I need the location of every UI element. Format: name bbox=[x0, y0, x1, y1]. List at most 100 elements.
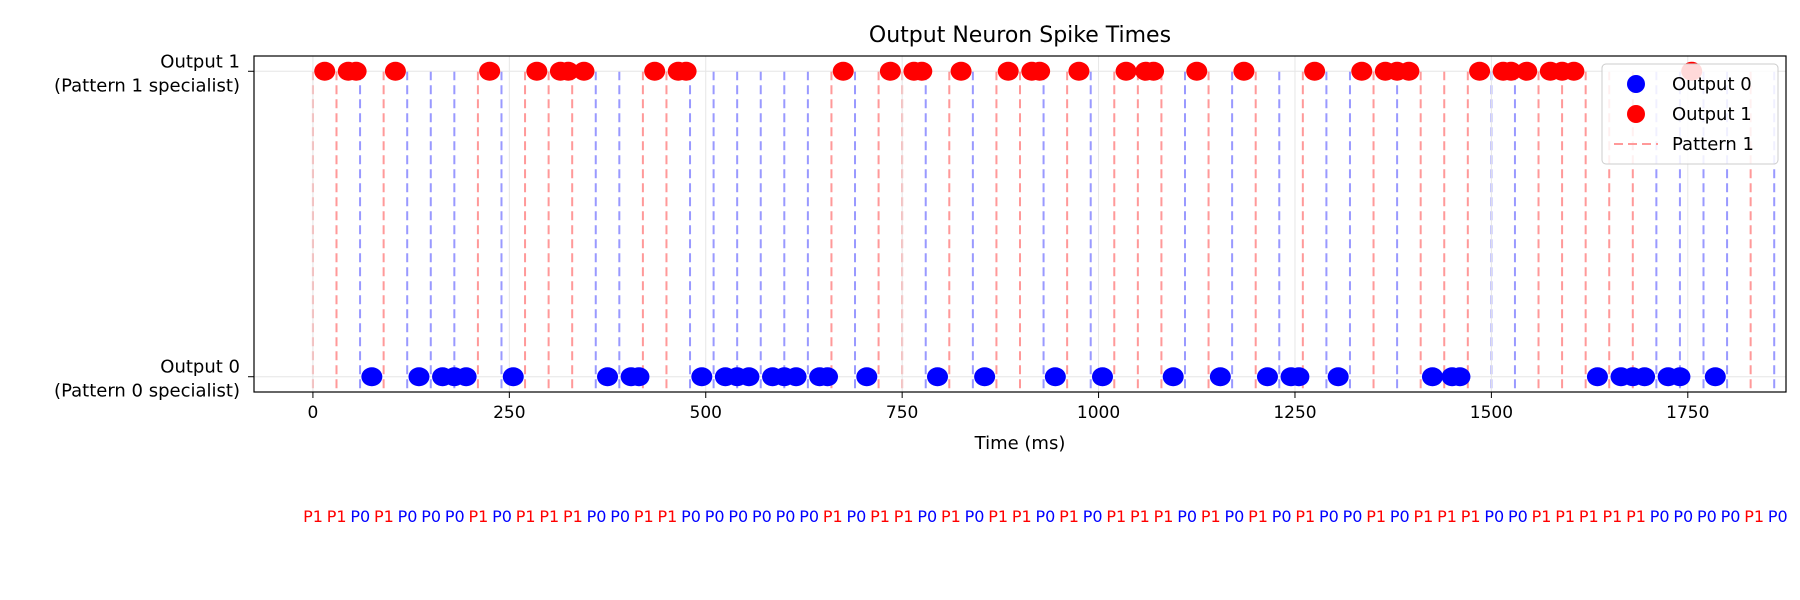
pattern-sequence-label: P1 bbox=[870, 507, 890, 526]
pattern-sequence-label: P0 bbox=[1650, 507, 1670, 526]
spike-point-output-0 bbox=[785, 367, 807, 387]
legend-marker-output-0 bbox=[1627, 75, 1645, 93]
pattern-sequence-label: P0 bbox=[1697, 507, 1717, 526]
spike-point-output-0 bbox=[628, 367, 650, 387]
pattern-sequence-label: P0 bbox=[350, 507, 370, 526]
pattern-sequence-label: P1 bbox=[1366, 507, 1386, 526]
spike-point-output-1 bbox=[644, 61, 666, 81]
spike-point-output-1 bbox=[832, 61, 854, 81]
pattern-sequence-label: P1 bbox=[539, 507, 559, 526]
pattern-sequence-label: P0 bbox=[1272, 507, 1292, 526]
x-tick-label: 1000 bbox=[1077, 403, 1120, 423]
spike-point-output-0 bbox=[691, 367, 713, 387]
x-tick-label: 1750 bbox=[1666, 403, 1709, 423]
pattern-sequence-label: P0 bbox=[728, 507, 748, 526]
pattern-sequence-label: P0 bbox=[1177, 507, 1197, 526]
pattern-sequence-label: P0 bbox=[398, 507, 418, 526]
x-tick-label: 250 bbox=[493, 403, 525, 423]
spike-point-output-0 bbox=[856, 367, 878, 387]
pattern-sequence-label: P0 bbox=[1390, 507, 1410, 526]
pattern-sequence-label: P0 bbox=[1083, 507, 1103, 526]
spike-point-output-0 bbox=[738, 367, 760, 387]
pattern-sequence-label: P1 bbox=[1295, 507, 1315, 526]
pattern-sequence-label: P0 bbox=[1224, 507, 1244, 526]
x-tick-label: 0 bbox=[308, 403, 319, 423]
pattern-sequence-label: P0 bbox=[752, 507, 772, 526]
spike-point-output-0 bbox=[597, 367, 619, 387]
spike-point-output-0 bbox=[1162, 367, 1184, 387]
pattern-sequence-label: P1 bbox=[1579, 507, 1599, 526]
spike-point-output-1 bbox=[526, 61, 548, 81]
spike-point-output-0 bbox=[408, 367, 430, 387]
spike-point-output-0 bbox=[1449, 367, 1471, 387]
spike-point-output-0 bbox=[1288, 367, 1310, 387]
spike-point-output-1 bbox=[345, 61, 367, 81]
pattern-sequence-label: P1 bbox=[1059, 507, 1079, 526]
pattern-sequence-label: P1 bbox=[563, 507, 583, 526]
pattern-sequence-label: P1 bbox=[1744, 507, 1764, 526]
spike-point-output-1 bbox=[1500, 61, 1522, 81]
pattern-sequence-label: P0 bbox=[587, 507, 607, 526]
legend-marker-output-1 bbox=[1627, 105, 1645, 123]
x-axis: 0 250 500 750 1000 1250 1500 1750 bbox=[308, 392, 1709, 423]
x-axis-label: Time (ms) bbox=[974, 433, 1066, 454]
x-tick-label: 1500 bbox=[1470, 403, 1513, 423]
pattern-sequence-label: P0 bbox=[1484, 507, 1504, 526]
legend-box bbox=[1601, 63, 1779, 165]
spike-point-output-0 bbox=[502, 367, 524, 387]
y-tick-label-line1: Output 0 bbox=[160, 357, 240, 378]
spike-point-output-0 bbox=[455, 367, 477, 387]
spike-point-output-0 bbox=[1091, 367, 1113, 387]
pattern-sequence-label: P0 bbox=[965, 507, 985, 526]
legend: Output 0 Output 1 Pattern 1 bbox=[1601, 63, 1779, 165]
spike-point-output-0 bbox=[1209, 367, 1231, 387]
spike-point-output-0 bbox=[1327, 367, 1349, 387]
spike-point-output-1 bbox=[997, 61, 1019, 81]
legend-label: Pattern 1 bbox=[1672, 134, 1754, 155]
spike-point-output-0 bbox=[1256, 367, 1278, 387]
spike-point-output-1 bbox=[1516, 61, 1538, 81]
spike-point-output-0 bbox=[1669, 367, 1691, 387]
pattern-sequence-label: P1 bbox=[941, 507, 961, 526]
spike-point-output-1 bbox=[911, 61, 933, 81]
spike-point-output-1 bbox=[675, 61, 697, 81]
pattern-sequence-label: P1 bbox=[1106, 507, 1126, 526]
pattern-sequence-label: P0 bbox=[1035, 507, 1055, 526]
spike-point-output-0 bbox=[1586, 367, 1608, 387]
pattern-sequence-label: P0 bbox=[1768, 507, 1788, 526]
pattern-sequence-label: P0 bbox=[1508, 507, 1528, 526]
pattern-sequence-label: P1 bbox=[468, 507, 488, 526]
spike-point-output-1 bbox=[1029, 61, 1051, 81]
spike-point-output-1 bbox=[879, 61, 901, 81]
y-tick-label-line2: (Pattern 1 specialist) bbox=[54, 75, 240, 96]
pattern-onset-lines bbox=[311, 71, 1776, 392]
pattern-sequence-label: P1 bbox=[516, 507, 536, 526]
pattern-sequence-label: P1 bbox=[374, 507, 394, 526]
pattern-sequence-label: P1 bbox=[1555, 507, 1575, 526]
pattern-sequence-label: P0 bbox=[705, 507, 725, 526]
pattern-sequence-label: P1 bbox=[823, 507, 843, 526]
y-tick-label-line2: (Pattern 0 specialist) bbox=[54, 381, 240, 402]
spike-point-output-1 bbox=[479, 61, 501, 81]
plot-frame bbox=[253, 55, 1787, 393]
pattern-sequence-label: P1 bbox=[1532, 507, 1552, 526]
spike-point-output-1 bbox=[1186, 61, 1208, 81]
spike-point-output-0 bbox=[361, 367, 383, 387]
pattern-sequence-label: P1 bbox=[1201, 507, 1221, 526]
pattern-sequence-label: P0 bbox=[610, 507, 630, 526]
pattern-sequence-label: P1 bbox=[1248, 507, 1268, 526]
spike-point-output-1 bbox=[557, 61, 579, 81]
spike-point-output-1 bbox=[1233, 61, 1255, 81]
spike-point-output-1 bbox=[314, 61, 336, 81]
spike-point-output-1 bbox=[1115, 61, 1137, 81]
pattern-sequence-label: P0 bbox=[1319, 507, 1339, 526]
spike-point-output-0 bbox=[1044, 367, 1066, 387]
chart-title: Output Neuron Spike Times bbox=[869, 23, 1171, 48]
pattern-sequence-label: P1 bbox=[1012, 507, 1032, 526]
legend-label: Output 0 bbox=[1672, 74, 1752, 95]
pattern-sequence-label: P1 bbox=[327, 507, 347, 526]
spike-point-output-0 bbox=[1634, 367, 1656, 387]
pattern-sequence-label: P0 bbox=[776, 507, 796, 526]
pattern-sequence-labels: P1 P1 P0 P1 P0 P0 P0 P1 P0 P1 P1 P1 P0 P0 P1 P1 P0 P0 P0 P0… bbox=[303, 507, 1788, 526]
